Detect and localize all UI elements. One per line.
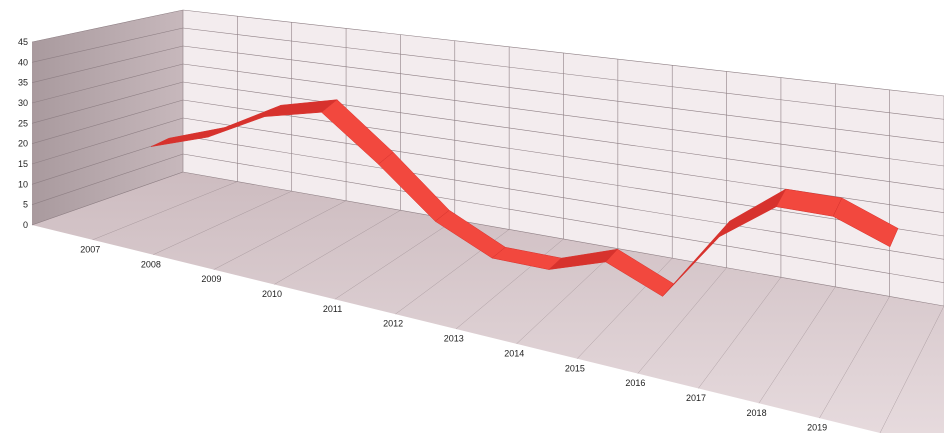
- ribbon-segment: [832, 197, 899, 248]
- side-gridline: [31, 27, 184, 63]
- y-tick-label: 10: [18, 179, 28, 189]
- y-tick-label: 45: [18, 37, 28, 47]
- floor-gridline: [758, 286, 836, 404]
- x-tick-label: 2014: [504, 348, 524, 358]
- x-tick-label: 2017: [686, 393, 706, 403]
- y-tick-label: 15: [18, 159, 28, 169]
- floor-gridline: [213, 200, 347, 270]
- y-tick-label: 20: [18, 139, 28, 149]
- x-tick-label: 2013: [444, 334, 464, 344]
- side-gridline: [31, 63, 184, 104]
- y-tick-label: 25: [18, 118, 28, 128]
- y-tick-label: 40: [18, 57, 28, 67]
- x-tick-label: 2016: [625, 378, 645, 388]
- floor-gridline: [819, 296, 890, 419]
- x-tick-label: 2018: [747, 408, 767, 418]
- y-tick-label: 5: [23, 200, 28, 210]
- y-tick-label: 35: [18, 78, 28, 88]
- side-gridline: [31, 9, 184, 43]
- side-gridline: [31, 81, 184, 124]
- side-gridline: [31, 117, 184, 165]
- x-axis: 2007 2008 2009 2010 2011 2012 2013 2014 2015 2016…: [80, 244, 827, 433]
- x-tick-label: 2012: [383, 319, 403, 329]
- x-tick-label: 2007: [80, 244, 100, 254]
- floor-gridline: [153, 190, 292, 255]
- x-tick-label: 2019: [807, 423, 827, 433]
- floor-gridline: [698, 277, 782, 389]
- floor-gridline: [92, 181, 238, 241]
- x-tick-label: 2011: [323, 304, 342, 314]
- x-tick-label: 2015: [565, 363, 585, 373]
- floor-gridline: [274, 210, 401, 285]
- floor-gridline: [455, 238, 564, 330]
- y-tick-label: 0: [23, 220, 28, 230]
- side-gridline: [31, 45, 184, 83]
- floor-gridline: [31, 171, 184, 226]
- floor-gridline: [334, 219, 455, 300]
- x-tick-label: 2008: [141, 259, 161, 269]
- x-tick-label: 2009: [201, 274, 221, 284]
- floor-gridline: [637, 267, 727, 374]
- side-gridline: [31, 99, 184, 144]
- floor-gridline: [879, 305, 944, 433]
- floor-gridline: [516, 248, 619, 345]
- y-tick-label: 30: [18, 98, 28, 108]
- y-axis: 0 5 10 15 20 25 30 35 40 45: [18, 37, 28, 230]
- x-tick-label: 2010: [262, 289, 282, 299]
- ribbon-series: [150, 99, 899, 297]
- side-gridline: [31, 153, 184, 205]
- chart-walls: [32, 10, 944, 433]
- side-wall: [32, 10, 183, 225]
